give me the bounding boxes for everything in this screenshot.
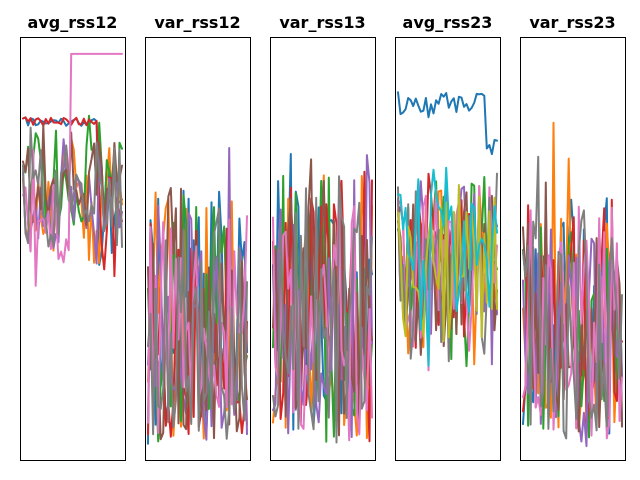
panel-avg_rss12: avg_rss12 — [20, 13, 126, 461]
series-line — [272, 194, 373, 442]
panel-frame — [520, 37, 626, 461]
chart-panels: avg_rss12 var_rss12 var_rss13 avg_rss23 var_… — [20, 13, 626, 461]
series-group — [522, 121, 623, 448]
series-line — [272, 175, 373, 444]
series-line — [397, 184, 498, 343]
series-line — [22, 126, 123, 248]
series-line — [147, 207, 248, 440]
panel-var_rss23: var_rss23 — [520, 13, 626, 461]
series-group — [397, 91, 498, 372]
panel-frame — [20, 37, 126, 461]
panel-title: var_rss13 — [279, 13, 365, 32]
series-line — [22, 52, 123, 287]
series-line — [522, 205, 623, 440]
series-line — [22, 116, 123, 278]
series-line — [397, 91, 498, 156]
panel-title: var_rss23 — [529, 13, 615, 32]
panel-avg_rss23: avg_rss23 — [395, 13, 501, 461]
series-group — [147, 147, 248, 445]
series-group — [272, 153, 373, 444]
panel-title: var_rss12 — [154, 13, 240, 32]
panel-frame — [395, 37, 501, 461]
series-group — [22, 52, 123, 287]
panel-frame — [270, 37, 376, 461]
panel-var_rss13: var_rss13 — [270, 13, 376, 461]
panel-frame — [145, 37, 251, 461]
series-line — [522, 155, 623, 440]
series-line — [397, 166, 498, 367]
panel-title: avg_rss23 — [403, 13, 493, 32]
panel-title: avg_rss12 — [28, 13, 118, 32]
panel-var_rss12: var_rss12 — [145, 13, 251, 461]
series-line — [22, 124, 123, 227]
